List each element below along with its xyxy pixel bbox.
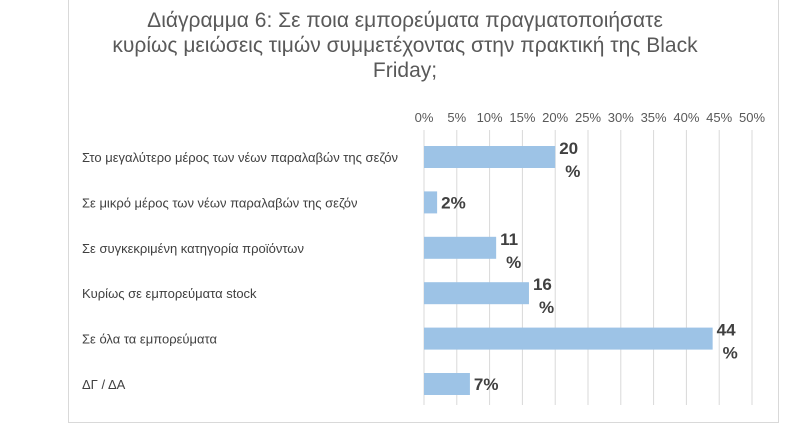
data-label-unit: % (565, 162, 580, 181)
x-tick-label: 30% (608, 110, 634, 125)
chart-title-line-2: κυρίως μειώσεις τιμών συμμετέχοντας στην… (112, 34, 698, 57)
x-tick-label: 25% (575, 110, 601, 125)
data-label: 44 (717, 321, 736, 340)
x-tick-label: 5% (447, 110, 466, 125)
data-label: 16 (533, 275, 552, 294)
bar (424, 191, 438, 214)
category-label: Σε συγκεκριμένη κατηγορία προϊόντων (82, 241, 304, 256)
x-tick-label: 15% (509, 110, 535, 125)
bar (424, 146, 556, 168)
x-tick-label: 50% (739, 110, 765, 125)
bar (424, 236, 497, 259)
data-label-unit: % (539, 298, 554, 317)
bar (424, 327, 713, 350)
data-label: 2% (441, 193, 466, 212)
chart-title-line-3: Friday; (372, 59, 438, 82)
chart-title-line-1: Διάγραμμα 6: Σε ποια εμπορεύματα πραγματ… (147, 9, 663, 32)
x-tick-label: 35% (641, 110, 667, 125)
bar (424, 282, 529, 305)
category-label: Σε όλα τα εμπορεύματα (82, 332, 217, 347)
data-label-unit: % (506, 253, 521, 272)
x-tick-label: 0% (415, 110, 434, 125)
data-label: 20 (559, 139, 578, 158)
category-label: Στο μεγαλύτερο μέρος των νέων παραλαβών … (82, 150, 398, 165)
x-tick-label: 10% (477, 110, 503, 125)
category-label: ΔΓ / ΔΑ (82, 377, 126, 392)
x-tick-label: 45% (706, 110, 732, 125)
chart-title: Διάγραμμα 6: Σε ποια εμπορεύματα πραγματ… (0, 8, 810, 83)
category-label: Σε μικρό μέρος των νέων παραλαβών της σε… (82, 195, 358, 210)
data-label-unit: % (723, 344, 738, 363)
category-label: Κυρίως σε εμπορεύματα stock (82, 286, 257, 301)
data-label: 7% (474, 375, 499, 394)
x-tick-label: 20% (542, 110, 568, 125)
bar (424, 373, 470, 395)
x-tick-label: 40% (673, 110, 699, 125)
data-label: 11 (500, 230, 518, 249)
